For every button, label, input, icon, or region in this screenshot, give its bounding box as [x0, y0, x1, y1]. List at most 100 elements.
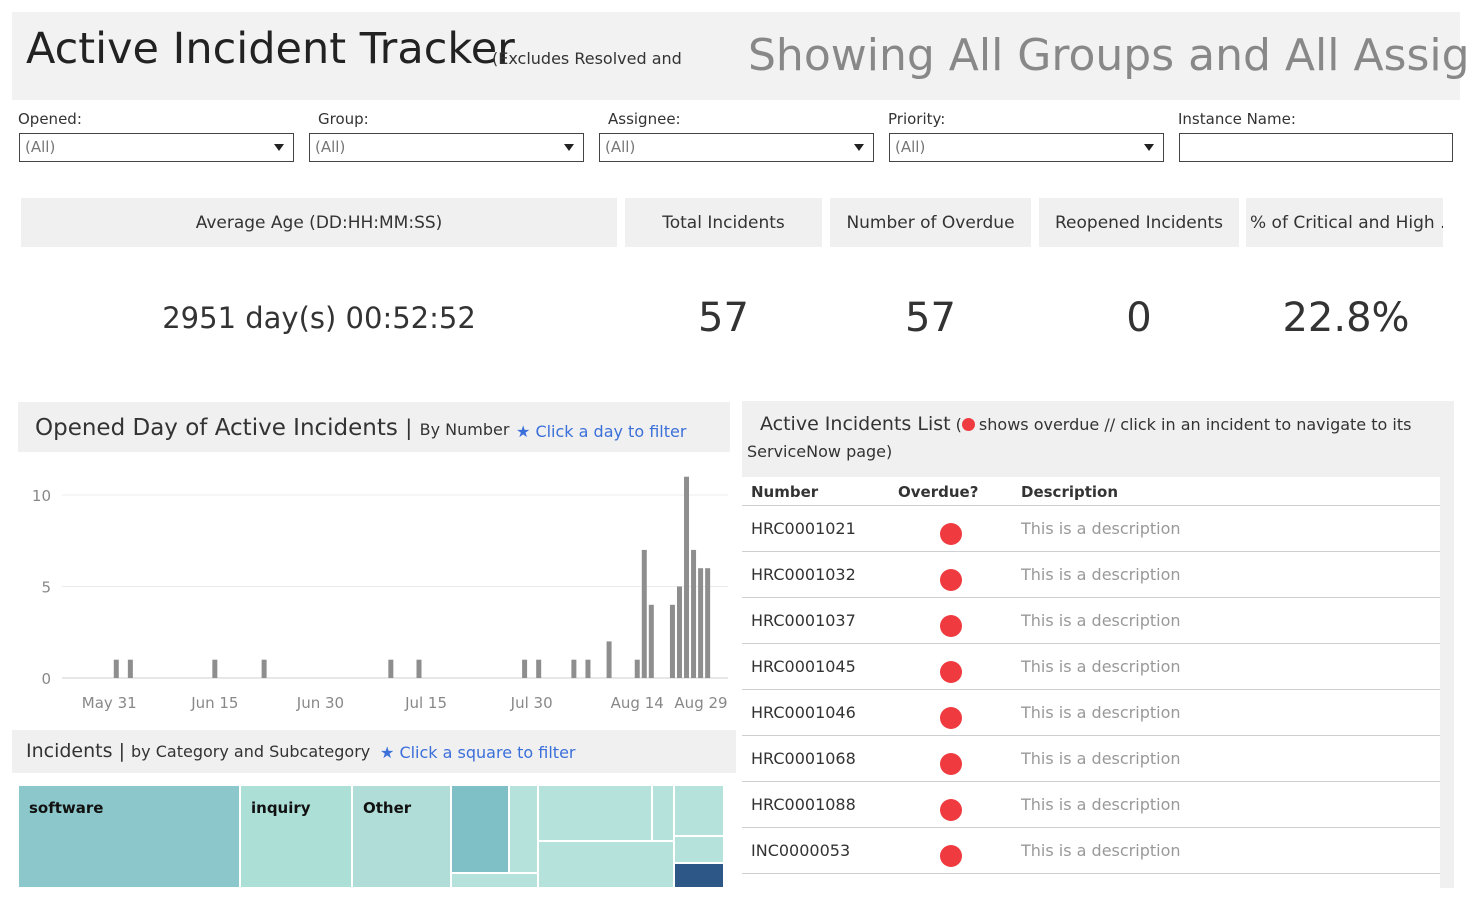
table-row[interactable]: HRC0001037 This is a description	[742, 597, 1440, 643]
x-tick-label: May 31	[82, 694, 137, 712]
x-tick-label: Aug 29	[674, 694, 727, 712]
treemap-cell[interactable]	[538, 841, 674, 888]
chart-bar[interactable]	[684, 476, 690, 678]
overdue-dot-icon	[940, 569, 962, 591]
treemap-cell-inquiry[interactable]: inquiry	[240, 785, 352, 888]
column-header-description[interactable]: Description	[1021, 483, 1119, 501]
incident-description: This is a description	[1021, 519, 1181, 538]
dropdown-arrow-icon	[564, 144, 574, 151]
group-filter-select[interactable]: (All)	[309, 133, 584, 162]
chart-bar[interactable]	[648, 604, 654, 678]
chart-bar[interactable]	[705, 568, 711, 678]
chart-bar[interactable]	[113, 659, 119, 678]
chart-bar[interactable]	[641, 549, 647, 678]
incident-description: This is a description	[1021, 611, 1181, 630]
priority-filter-label: Priority:	[888, 110, 946, 128]
chart-bar[interactable]	[416, 659, 422, 678]
table-row-partial[interactable]	[742, 873, 1440, 888]
page-title: Active Incident Tracker	[26, 24, 515, 74]
chart-bar[interactable]	[585, 659, 591, 678]
incident-number[interactable]: HRC0001032	[751, 565, 856, 584]
treemap-subtitle: by Category and Subcategory	[131, 742, 371, 761]
column-header-overdue[interactable]: Overdue?	[898, 483, 979, 501]
kpi-overdue-value: 57	[905, 295, 956, 341]
treemap-cell-other[interactable]: Other	[352, 785, 451, 888]
chart-bar[interactable]	[634, 659, 640, 678]
instance-name-input[interactable]	[1179, 133, 1453, 162]
opened-chart-subtitle: By Number	[419, 420, 510, 439]
column-header-number[interactable]: Number	[751, 483, 819, 501]
opened-filter-select[interactable]: (All)	[19, 133, 294, 162]
x-tick-label: Jun 30	[296, 694, 344, 712]
chart-bar[interactable]	[571, 659, 577, 678]
treemap-cell-software[interactable]: software	[18, 785, 240, 888]
kpi-reopened-header: Reopened Incidents	[1039, 198, 1239, 247]
incidents-table: Number Overdue? Description HRC0001021 Th…	[742, 477, 1440, 888]
overdue-dot-icon	[940, 707, 962, 729]
table-row[interactable]: HRC0001045 This is a description	[742, 643, 1440, 689]
kpi-overdue-header: Number of Overdue	[830, 198, 1031, 247]
overdue-dot-icon	[940, 615, 962, 637]
chart-bar[interactable]	[536, 659, 542, 678]
treemap-header: Incidents | by Category and Subcategory …	[12, 730, 736, 773]
table-row[interactable]: HRC0001068 This is a description	[742, 735, 1440, 781]
incident-number[interactable]: HRC0001046	[751, 703, 856, 722]
chart-bar[interactable]	[669, 604, 675, 678]
kpi-total-incidents-header: Total Incidents	[625, 198, 822, 247]
incident-number[interactable]: HRC0001068	[751, 749, 856, 768]
opened-filter-value: (All)	[25, 138, 56, 156]
treemap-cell[interactable]	[674, 785, 724, 836]
table-row[interactable]: HRC0001046 This is a description	[742, 689, 1440, 735]
treemap-cell[interactable]	[652, 785, 674, 841]
opened-day-bar-chart[interactable]: 10 5 0 May 31 Jun 15 Jun 30 Jul 15 Jul 30 Aug 14…	[18, 455, 730, 725]
treemap-cell[interactable]	[451, 873, 538, 888]
chart-bar[interactable]	[522, 659, 528, 678]
day-filter-hint[interactable]: ★ Click a day to filter	[516, 422, 686, 441]
x-tick-label: Jul 15	[404, 694, 447, 712]
incident-description: This is a description	[1021, 565, 1181, 584]
treemap-cell[interactable]	[451, 785, 509, 873]
incident-number[interactable]: INC0000053	[751, 841, 851, 860]
table-row[interactable]: HRC0001021 This is a description	[742, 505, 1440, 551]
priority-filter-value: (All)	[895, 138, 926, 156]
priority-filter-select[interactable]: (All)	[889, 133, 1164, 162]
chart-bar[interactable]	[606, 641, 612, 678]
chart-bar[interactable]	[212, 659, 218, 678]
instance-name-label: Instance Name:	[1178, 110, 1296, 128]
square-filter-hint-text: Click a square to filter	[399, 743, 576, 762]
overdue-dot-icon	[940, 523, 962, 545]
incident-number[interactable]: HRC0001088	[751, 795, 856, 814]
chart-bar[interactable]	[388, 659, 394, 678]
incident-number[interactable]: HRC0001021	[751, 519, 856, 538]
incident-number[interactable]: HRC0001037	[751, 611, 856, 630]
title-paren: (	[955, 415, 962, 434]
page-subtitle: (Excludes Resolved and	[492, 49, 682, 68]
incidents-list-note-line2: ServiceNow page)	[747, 442, 893, 461]
chart-bar[interactable]	[691, 549, 697, 678]
treemap-cell[interactable]	[509, 785, 538, 873]
treemap-cell[interactable]	[674, 863, 724, 888]
table-row[interactable]: HRC0001088 This is a description	[742, 781, 1440, 827]
assignee-filter-select[interactable]: (All)	[599, 133, 874, 162]
overdue-dot-icon	[940, 753, 962, 775]
kpi-reopened-value: 0	[1126, 295, 1152, 341]
square-filter-hint[interactable]: ★ Click a square to filter	[380, 743, 576, 762]
chart-bar[interactable]	[127, 659, 133, 678]
chart-bar[interactable]	[698, 568, 704, 678]
treemap-cell[interactable]	[538, 785, 652, 841]
table-row[interactable]: HRC0001032 This is a description	[742, 551, 1440, 597]
table-row[interactable]: INC0000053 This is a description	[742, 827, 1440, 873]
group-filter-value: (All)	[315, 138, 346, 156]
chart-bar[interactable]	[676, 586, 682, 679]
overdue-dot-icon	[940, 799, 962, 821]
dropdown-arrow-icon	[1144, 144, 1154, 151]
selection-summary: Showing All Groups and All Assig..	[748, 30, 1472, 81]
incident-number[interactable]: HRC0001045	[751, 657, 856, 676]
chart-bar[interactable]	[261, 659, 267, 678]
assignee-filter-label: Assignee:	[608, 110, 681, 128]
opened-chart-header: Opened Day of Active Incidents | By Numb…	[18, 402, 730, 452]
group-filter-label: Group:	[318, 110, 369, 128]
star-icon: ★	[516, 422, 531, 441]
assignee-filter-value: (All)	[605, 138, 636, 156]
treemap-cell[interactable]	[674, 836, 724, 863]
